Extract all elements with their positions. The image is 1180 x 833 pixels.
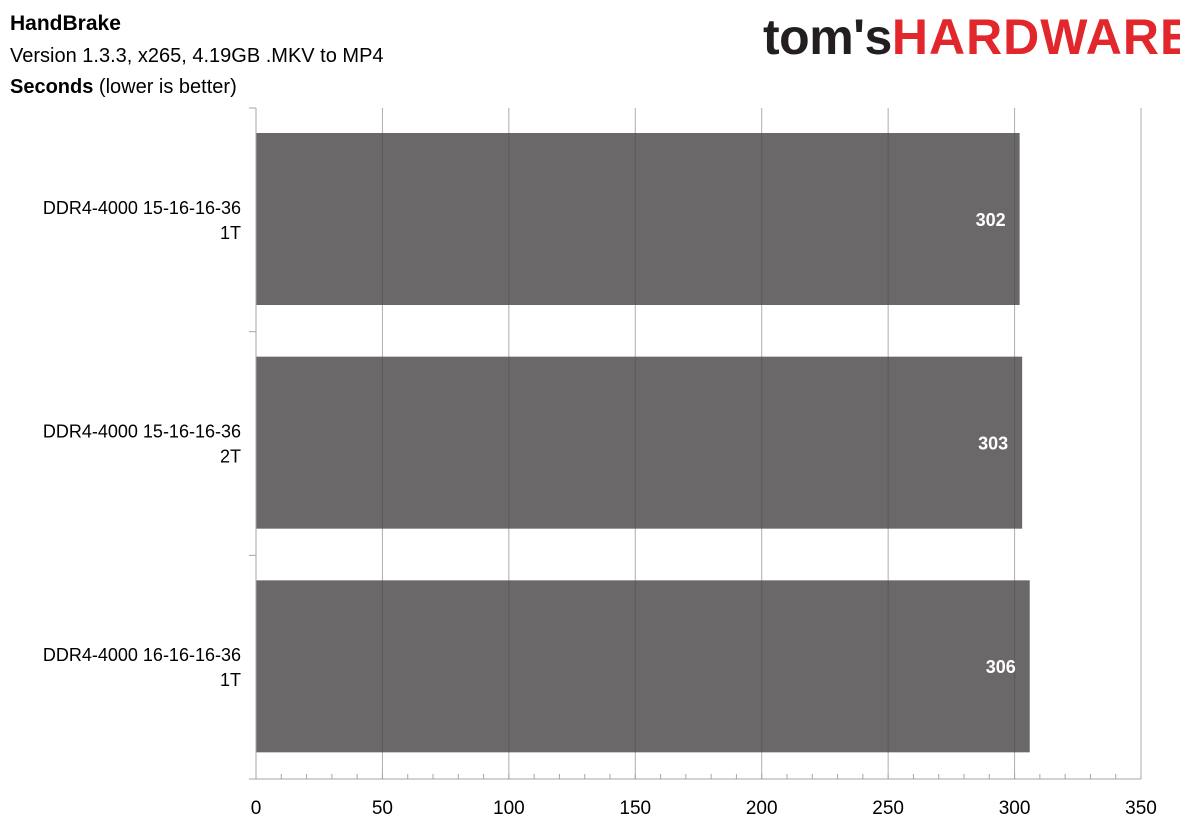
category-label: DDR4-4000 15-16-16-36 [43, 422, 241, 442]
data-label: 306 [986, 657, 1016, 677]
category-label: DDR4-4000 16-16-16-36 [43, 645, 241, 665]
chart-subtitle: Version 1.3.3, x265, 4.19GB .MKV to MP4 [10, 45, 384, 67]
category-label: 1T [220, 223, 241, 243]
bar [256, 356, 1023, 529]
unit-label: Seconds (lower is better) [10, 76, 237, 99]
bar [256, 133, 1020, 305]
x-tick-label: 200 [746, 798, 778, 819]
category-label: 2T [220, 447, 241, 467]
x-tick-label: 100 [493, 798, 525, 819]
category-label: 1T [220, 670, 241, 690]
chart-title: HandBrake [10, 12, 121, 35]
toms-hardware-logo: tom'sHARDWARE [763, 9, 1180, 65]
bar [256, 580, 1030, 753]
x-tick-label: 300 [999, 798, 1031, 819]
x-tick-label: 50 [372, 798, 393, 819]
x-tick-label: 350 [1125, 798, 1157, 819]
data-label: 302 [976, 210, 1006, 230]
x-tick-label: 150 [619, 798, 651, 819]
x-tick-label: 0 [251, 798, 262, 819]
unit-note: (lower is better) [98, 76, 237, 98]
data-label: 303 [978, 434, 1008, 454]
category-label: DDR4-4000 15-16-16-36 [43, 198, 241, 218]
unit-bold: Seconds [10, 76, 94, 98]
x-tick-label: 250 [872, 798, 904, 819]
